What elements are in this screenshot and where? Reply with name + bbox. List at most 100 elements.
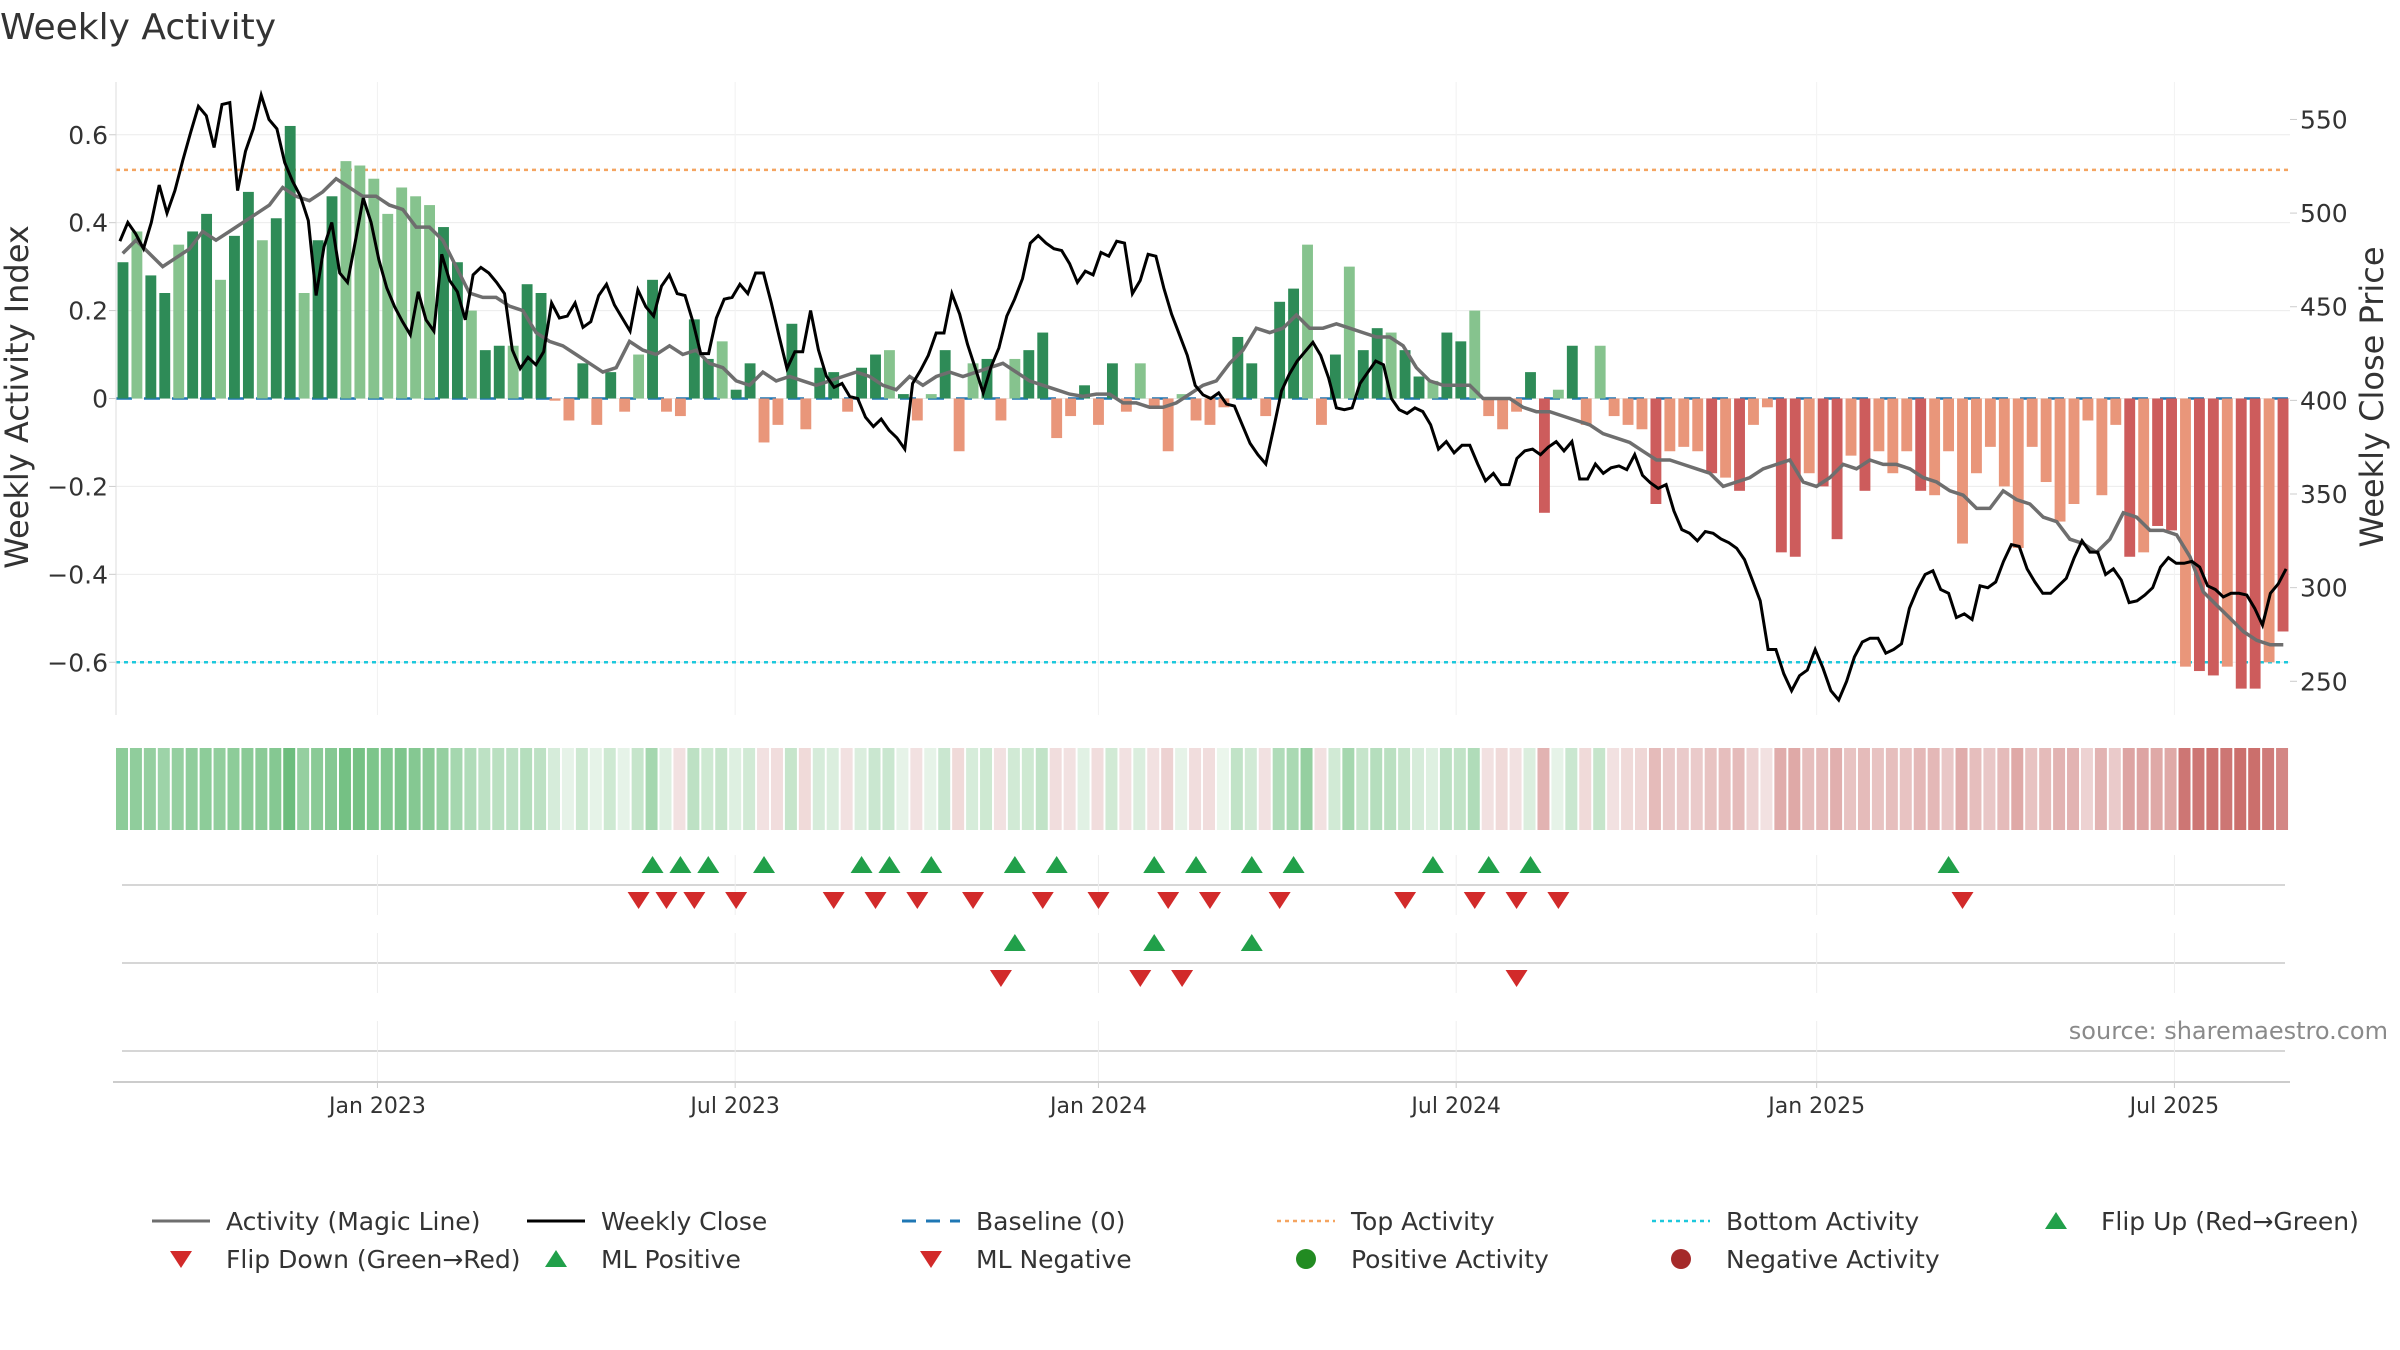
flip-up-marker: [753, 856, 776, 873]
legend-item: Weekly Close: [525, 1205, 900, 1237]
flip-up-marker: [1519, 856, 1542, 873]
right-tick-label: 450: [2300, 293, 2348, 322]
trend-strip-cell: [1718, 748, 1731, 830]
activity-bar: [298, 293, 310, 399]
activity-bar: [2180, 398, 2191, 667]
trend-strip-cell: [924, 748, 937, 830]
legend-item: ML Positive: [525, 1243, 900, 1275]
activity-bar: [1761, 398, 1773, 408]
ml-negative-marker: [1129, 970, 1152, 987]
activity-bar: [354, 165, 366, 399]
trend-strip-cell: [297, 748, 310, 830]
trend-strip-cell: [2276, 748, 2289, 830]
trend-strip-cell: [2192, 748, 2205, 830]
trend-strip-cell: [1788, 748, 1801, 830]
trend-strip-cell: [116, 748, 128, 830]
legend-label: ML Negative: [976, 1244, 1132, 1274]
trend-strip-cell: [603, 748, 616, 830]
trend-strip-cell: [1175, 748, 1188, 830]
activity-bar: [591, 398, 603, 425]
trend-strip-cell: [1467, 748, 1480, 830]
trend-strip-cell: [1147, 748, 1160, 830]
trend-strip-cell: [241, 748, 254, 830]
flip-down-marker: [1463, 892, 1486, 909]
trend-strip-cell: [213, 748, 226, 830]
right-tick-label: 250: [2300, 667, 2348, 696]
activity-bar: [925, 394, 937, 399]
trend-strip-cell: [1007, 748, 1020, 830]
activity-bar: [1929, 398, 1941, 496]
activity-bar: [1873, 398, 1885, 452]
activity-bar: [1302, 244, 1313, 399]
activity-bar: [730, 389, 742, 399]
ml-negative-marker: [1171, 970, 1194, 987]
flip-down-marker: [1157, 892, 1180, 909]
trend-strip-cell: [478, 748, 491, 830]
activity-bar: [1274, 301, 1286, 399]
trend-strip-cell: [520, 748, 533, 830]
trend-strip-cell: [1997, 748, 2010, 830]
ml-negative-marker: [989, 970, 1012, 987]
legend-swatch-icon: [1296, 1249, 1316, 1269]
legend-label: Positive Activity: [1351, 1244, 1549, 1274]
trend-strip-cell: [2039, 748, 2052, 830]
activity-bar: [2026, 398, 2038, 447]
trend-strip-cell: [1300, 748, 1313, 830]
activity-bar: [1232, 336, 1244, 399]
activity-bar: [2263, 398, 2275, 663]
trend-strip-cell: [394, 748, 407, 830]
activity-bar: [1775, 398, 1787, 553]
activity-bar: [1385, 332, 1397, 399]
activity-bar: [1399, 350, 1411, 399]
trend-strip-cell: [492, 748, 505, 830]
activity-bar: [1190, 398, 1202, 421]
activity-bar: [396, 187, 408, 399]
trend-strip-cell: [157, 748, 170, 830]
activity-bar: [1650, 398, 1662, 504]
trend-strip-cell: [1063, 748, 1076, 830]
legend-label: Top Activity: [1351, 1206, 1495, 1236]
trend-strip-cell: [993, 748, 1006, 830]
legend-label: Negative Activity: [1726, 1244, 1940, 1274]
ml-positive-marker: [1143, 934, 1166, 951]
activity-bar: [1915, 398, 1927, 491]
right-axis-label: Weekly Close Price: [2353, 246, 2391, 547]
trend-strip-cell: [1439, 748, 1452, 830]
trend-strip-cell: [729, 748, 742, 830]
legend-swatch-icon: [170, 1251, 192, 1268]
activity-bar: [2096, 398, 2108, 496]
trend-strip-cell: [199, 748, 212, 830]
legend-label: Flip Up (Red→Green): [2101, 1206, 2359, 1236]
trend-strip-cell: [1746, 748, 1759, 830]
trend-strip-cell: [1105, 748, 1118, 830]
activity-bar: [884, 350, 895, 399]
trend-strip-cell: [1983, 748, 1996, 830]
trend-strip-cell: [1732, 748, 1745, 830]
trend-strip-cell: [1384, 748, 1397, 830]
activity-bar: [1009, 358, 1021, 399]
trend-strip-cell: [534, 748, 547, 830]
trend-strip-cell: [548, 748, 560, 830]
activity-bar: [911, 398, 923, 421]
legend-item: Top Activity: [1275, 1205, 1650, 1237]
flip-down-marker: [1198, 892, 1221, 909]
trend-strip-cell: [2122, 748, 2135, 830]
flip-up-marker: [1185, 856, 1208, 873]
activity-bar: [563, 398, 575, 421]
legend-down-triangle-icon: [170, 1251, 192, 1268]
flip-up-marker: [641, 856, 664, 873]
activity-bar: [2012, 398, 2024, 548]
trend-strip-cell: [143, 748, 156, 830]
trend-strip-cell: [2206, 748, 2219, 830]
activity-bar: [382, 213, 394, 399]
flip-down-marker: [627, 892, 650, 909]
legend-swatch-icon: [2045, 1212, 2067, 1229]
trend-strip-cell: [185, 748, 198, 830]
activity-bar: [1984, 398, 1996, 447]
chart-title: Weekly Activity: [0, 7, 276, 48]
trend-strip-cell: [812, 748, 825, 830]
trend-strip-cell: [1077, 748, 1090, 830]
flip-up-marker: [1937, 856, 1960, 873]
activity-bar: [1678, 398, 1690, 447]
flip-up-marker: [1477, 856, 1500, 873]
